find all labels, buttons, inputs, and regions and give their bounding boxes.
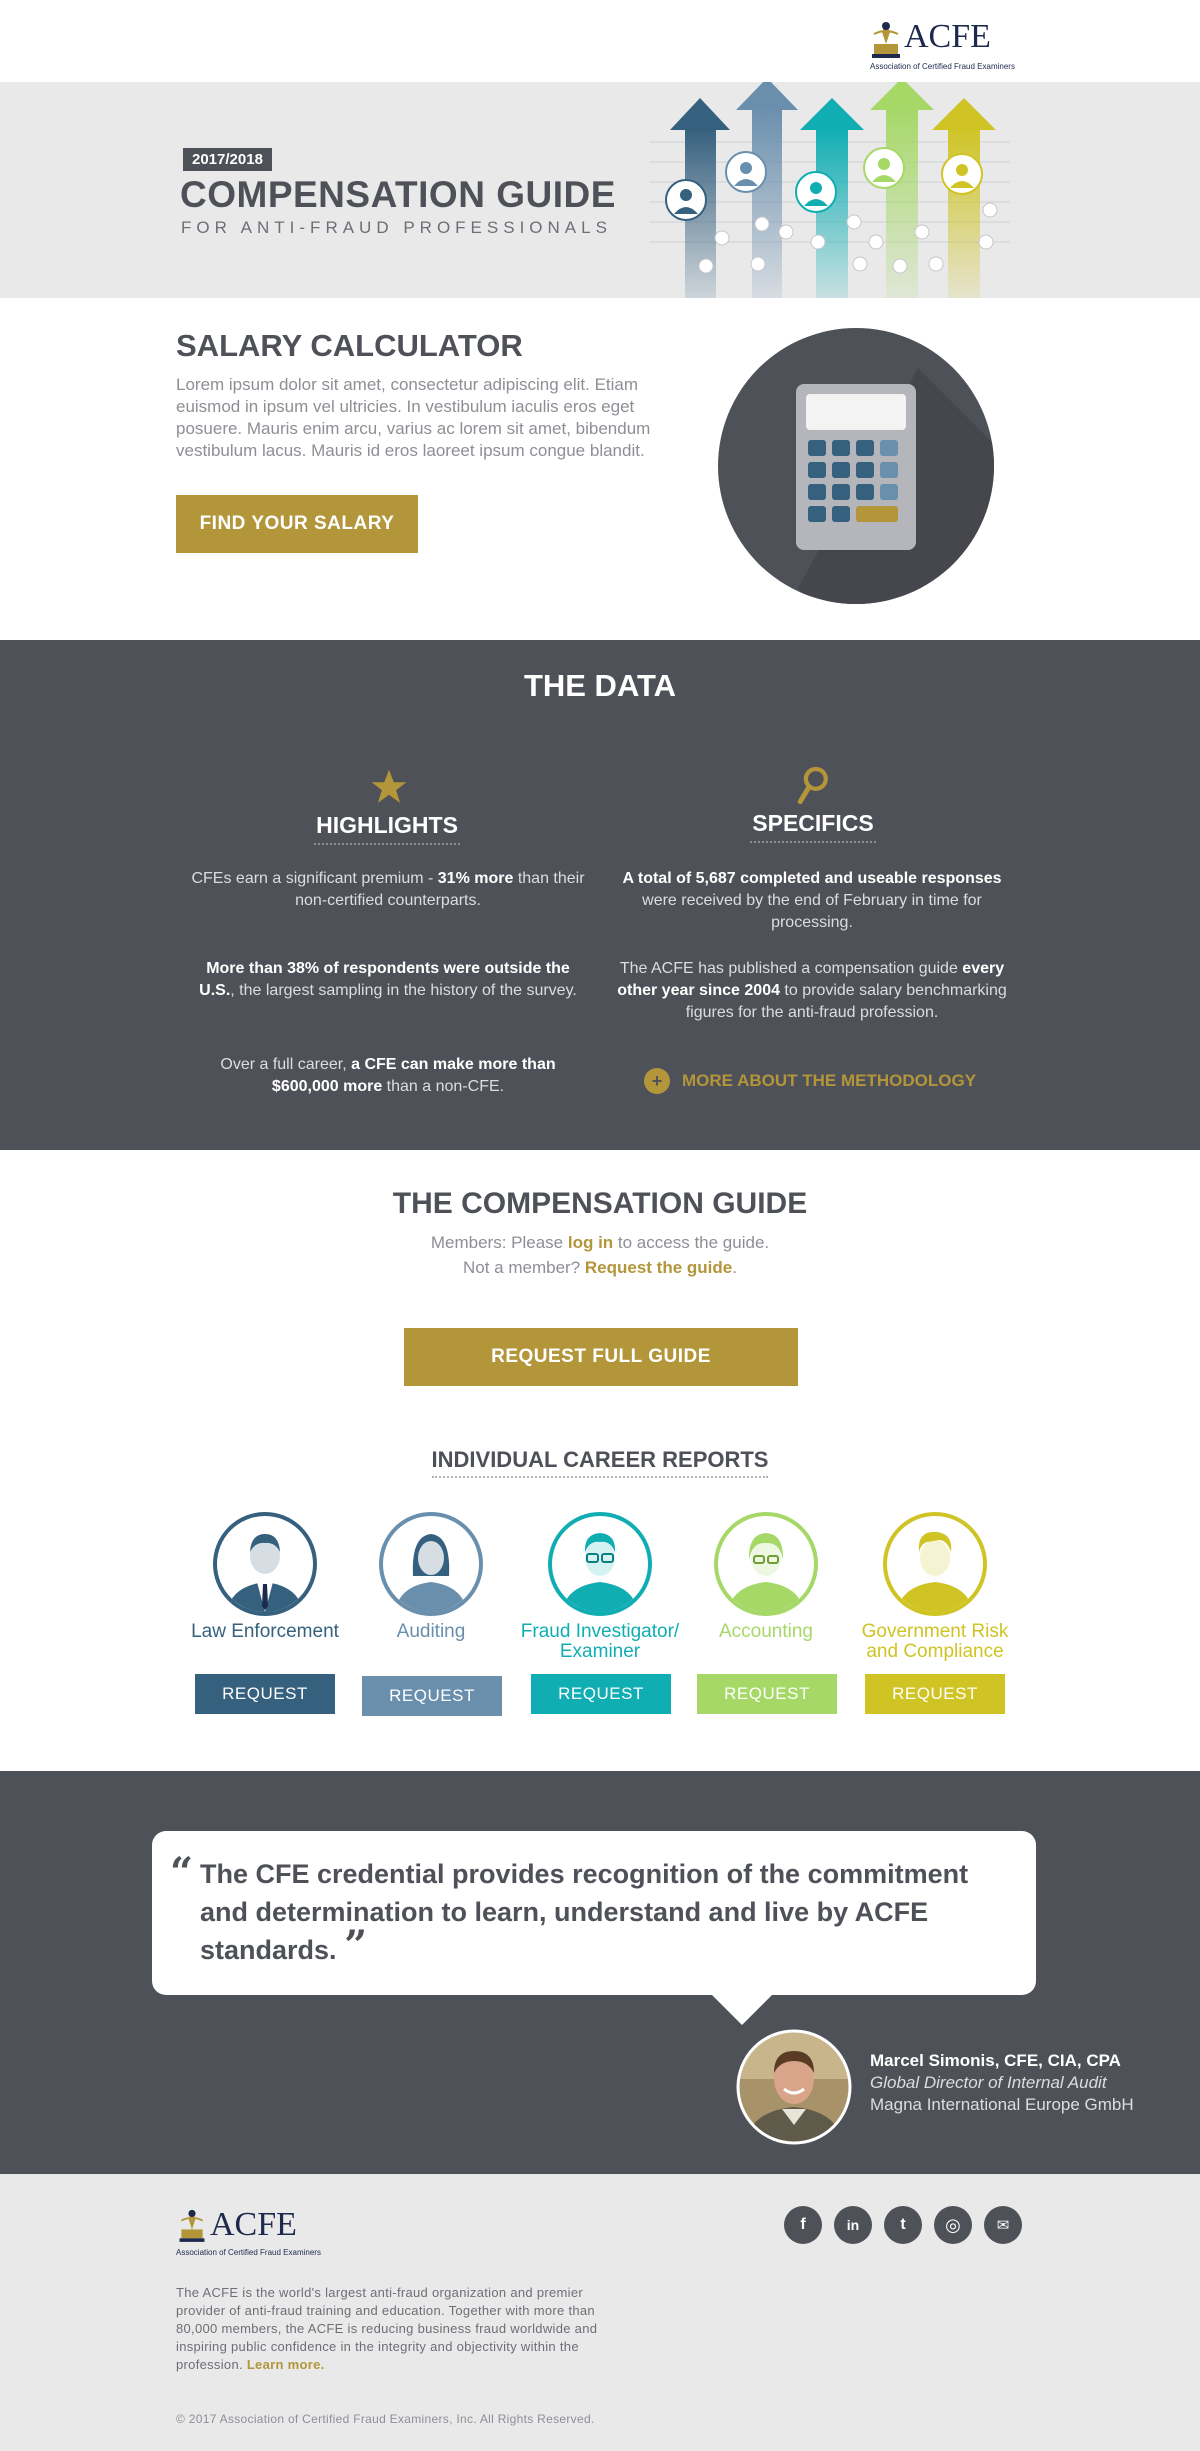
- calculator-icon: [718, 328, 994, 604]
- highlight-respondents: More than 38% of respondents were outsid…: [199, 960, 577, 999]
- guide-title: THE COMPENSATION GUIDE: [392, 1187, 808, 1220]
- logo-subtitle: Association of Certified Fraud Examiners: [176, 2248, 321, 2257]
- request-accounting-button[interactable]: REQUEST: [697, 1674, 837, 1714]
- career-reports-title: INDIVIDUAL CAREER REPORTS: [0, 1447, 1200, 1478]
- facebook-icon[interactable]: f: [784, 2206, 822, 2244]
- career-auditing: Auditing: [341, 1512, 521, 1642]
- learn-more-link[interactable]: Learn more.: [246, 2357, 325, 2372]
- close-quote-icon: ”: [344, 1922, 368, 1969]
- logo-text: ACFE: [210, 2206, 297, 2243]
- open-quote-icon: “: [170, 1849, 194, 1896]
- career-fraud-investigator: Fraud Investigator/ Examiner: [510, 1512, 690, 1662]
- data-title: THE DATA: [523, 668, 677, 703]
- marcel-simonis-avatar: [736, 2029, 852, 2145]
- highlight-career: Over a full career, a CFE can make more …: [220, 1056, 556, 1095]
- request-fraud-investigator-button[interactable]: REQUEST: [531, 1674, 671, 1714]
- auditing-avatar-icon: [379, 1512, 483, 1616]
- magnifier-icon: [797, 766, 828, 805]
- guide-member-line: Members: Please log in to access the gui…: [430, 1233, 770, 1252]
- acfe-emblem-icon: [872, 22, 900, 58]
- person-organization: Magna International Europe GmbH: [870, 2095, 1134, 2114]
- request-guide-link[interactable]: Request the guide: [584, 1258, 733, 1277]
- accounting-avatar-icon: [714, 1512, 818, 1616]
- twitter-icon[interactable]: t: [884, 2206, 922, 2244]
- footer: ACFE Association of Certified Fraud Exam…: [0, 2174, 1200, 2451]
- career-label: Accounting: [718, 1621, 813, 1642]
- methodology-link-label: MORE ABOUT THE METHODOLOGY: [682, 1071, 977, 1090]
- copyright: © 2017 Association of Certified Fraud Ex…: [176, 2412, 595, 2426]
- request-auditing-button[interactable]: REQUEST: [362, 1676, 502, 1716]
- highlight-premium: CFEs earn a significant premium - 31% mo…: [191, 870, 585, 909]
- career-arrows-illustration: [650, 82, 1010, 298]
- calculator-description: Lorem ipsum dolor sit amet, consectetur …: [176, 375, 651, 460]
- logo-text: ACFE: [904, 18, 991, 55]
- request-law-enforcement-button[interactable]: REQUEST: [195, 1674, 335, 1714]
- linkedin-icon[interactable]: in: [834, 2206, 872, 2244]
- career-accounting: Accounting: [676, 1512, 856, 1642]
- hero-title: COMPENSATION GUIDE: [180, 174, 616, 215]
- find-salary-button[interactable]: FIND YOUR SALARY: [176, 495, 418, 553]
- logo-subtitle: Association of Certified Fraud Examiners: [870, 62, 1015, 71]
- person-title: Global Director of Internal Audit: [870, 2073, 1107, 2092]
- year-badge: 2017/2018: [183, 148, 272, 171]
- person-name: Marcel Simonis, CFE, CIA, CPA: [870, 2051, 1121, 2070]
- specifics-responses: A total of 5,687 completed and useable r…: [622, 870, 1002, 931]
- career-law-enforcement: Law Enforcement: [175, 1512, 355, 1642]
- top-header: ACFE Association of Certified Fraud Exam…: [0, 0, 1200, 80]
- government-risk-avatar-icon: [883, 1512, 987, 1616]
- career-label: Auditing: [396, 1621, 466, 1642]
- fraud-investigator-avatar-icon: [548, 1512, 652, 1616]
- quote-pointer: [712, 1995, 772, 2025]
- hero-subtitle: FOR ANTI-FRAUD PROFESSIONALS: [181, 218, 612, 237]
- acfe-emblem-icon: [179, 2209, 205, 2242]
- quote-box: “ The CFE credential provides recognitio…: [152, 1831, 1036, 1995]
- career-government-risk: Government Risk and Compliance: [845, 1512, 1025, 1662]
- specifics-publication: The ACFE has published a compensation gu…: [617, 960, 1007, 1021]
- instagram-icon[interactable]: ◎: [934, 2206, 972, 2244]
- request-government-risk-button[interactable]: REQUEST: [865, 1674, 1005, 1714]
- methodology-link[interactable]: + MORE ABOUT THE METHODOLOGY: [644, 1068, 976, 1094]
- footer-acfe-logo[interactable]: ACFE Association of Certified Fraud Exam…: [176, 2206, 356, 2262]
- law-enforcement-avatar-icon: [213, 1512, 317, 1616]
- email-icon[interactable]: ✉: [984, 2206, 1022, 2244]
- highlights-heading: HIGHLIGHTS: [314, 812, 460, 845]
- career-label: Law Enforcement: [191, 1621, 339, 1642]
- testimonial-section: “ The CFE credential provides recognitio…: [0, 1771, 1200, 2174]
- request-full-guide-button[interactable]: REQUEST FULL GUIDE: [404, 1328, 798, 1386]
- login-link[interactable]: log in: [567, 1233, 614, 1252]
- guide-nonmember-line: Not a member? Request the guide.: [463, 1258, 737, 1277]
- quote-text: The CFE credential provides recognition …: [200, 1859, 969, 1969]
- plus-icon: +: [644, 1068, 670, 1094]
- footer-about-text: The ACFE is the world's largest anti-fra…: [176, 2285, 598, 2372]
- data-section: THE DATA HIGHLIGHTS CFEs earn a signific…: [0, 640, 1200, 1150]
- career-label: Government Risk and Compliance: [861, 1621, 1009, 1662]
- star-icon: [371, 769, 407, 803]
- hero-banner: 2017/2018 COMPENSATION GUIDE FOR ANTI-FR…: [0, 82, 1200, 298]
- specifics-heading: SPECIFICS: [750, 810, 876, 843]
- calculator-title: SALARY CALCULATOR: [176, 328, 523, 363]
- career-label: Fraud Investigator/ Examiner: [520, 1621, 680, 1662]
